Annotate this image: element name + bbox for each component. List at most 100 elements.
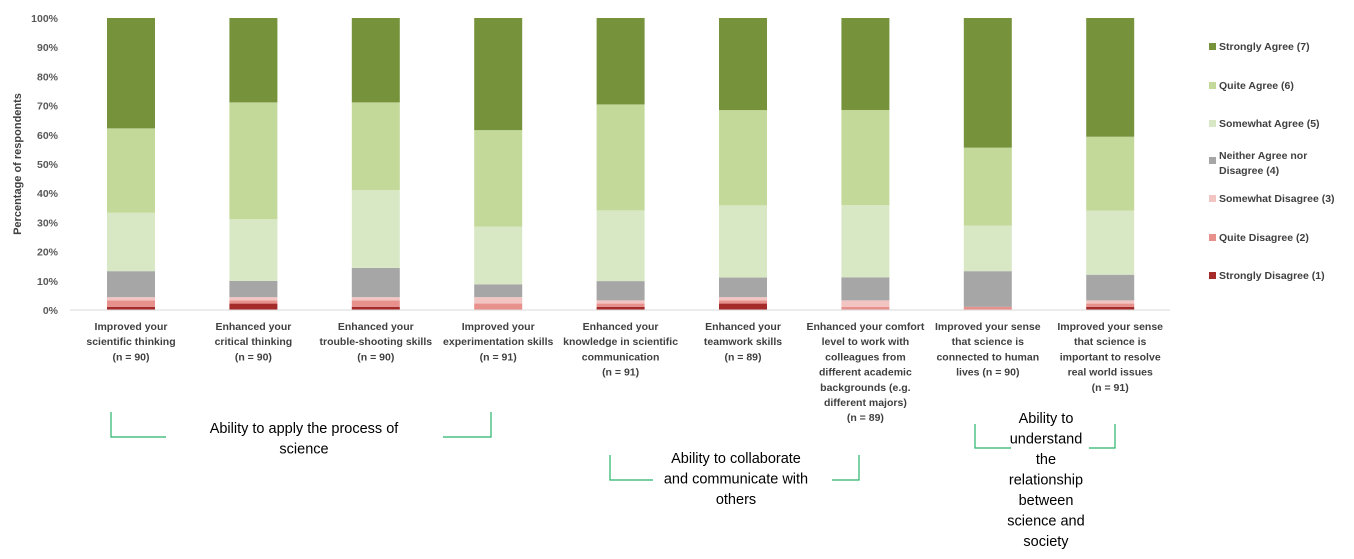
- bar-segment: [107, 212, 155, 272]
- y-tick-label: 60%: [37, 130, 59, 142]
- bar-segment: [1086, 300, 1135, 304]
- bar-segment: [351, 189, 400, 268]
- bar-segment: [963, 271, 1012, 307]
- bar-segment: [719, 110, 767, 206]
- bar-segment: [841, 300, 890, 307]
- bar-segment: [1086, 306, 1135, 310]
- legend-swatch: [1209, 82, 1216, 89]
- bar-segment: [841, 109, 890, 206]
- bar-segment: [474, 297, 523, 304]
- bar-segment: [719, 300, 767, 304]
- bar-segment: [1086, 18, 1135, 137]
- bar-segment: [474, 130, 523, 227]
- category-label: Improved your sense that science is import…: [1057, 321, 1163, 394]
- group-label: Ability to understand the relationship betwe…: [1007, 411, 1084, 550]
- category-label: Enhanced your critical thinking (n = 90): [215, 321, 293, 363]
- group-bracket-right: [1089, 424, 1116, 449]
- category-label: Enhanced your trouble-shooting skills (n =…: [320, 321, 433, 363]
- legend-swatch: [1209, 43, 1216, 50]
- bar-segment: [596, 300, 645, 304]
- bar-segment: [719, 277, 767, 298]
- bar-segment: [474, 284, 523, 298]
- legend: Strongly Agree (7) Quite Agree (6) Somewha…: [1209, 41, 1335, 282]
- legend-label: Somewhat Agree (5): [1219, 118, 1320, 130]
- bar-segment: [596, 210, 645, 282]
- bar-segment: [107, 306, 155, 310]
- bar-segment: [229, 297, 278, 301]
- category-label: Improved your sense that science is connec…: [935, 321, 1041, 379]
- legend-swatch: [1209, 157, 1216, 164]
- group-bracket-left: [609, 455, 653, 481]
- group-bracket-right: [443, 412, 492, 438]
- bar-segment: [596, 104, 645, 211]
- bar-segment: [107, 128, 155, 213]
- group-bracket-left: [110, 412, 166, 438]
- bar-segment: [841, 277, 890, 301]
- legend-swatch: [1209, 120, 1216, 127]
- bar-segment: [351, 300, 400, 307]
- legend-label: Strongly Disagree (1): [1219, 270, 1325, 282]
- bar-segment: [351, 267, 400, 298]
- group-bracket-left: [974, 424, 1011, 449]
- legend-label: Strongly Agree (7): [1219, 41, 1310, 53]
- legend-label: Somewhat Disagree (3): [1219, 193, 1335, 205]
- legend-swatch: [1209, 195, 1216, 202]
- bar-segment: [229, 102, 278, 220]
- bars: [107, 18, 1135, 310]
- bar-segment: [351, 297, 400, 301]
- bar-segment: [107, 18, 155, 129]
- bar-segment: [719, 18, 767, 111]
- bar-segment: [1086, 210, 1135, 275]
- bar-segment: [351, 102, 400, 190]
- legend-swatch: [1209, 272, 1216, 279]
- bar-segment: [596, 18, 645, 105]
- bar-segment: [841, 205, 890, 278]
- bar-segment: [107, 297, 155, 301]
- bar-segment: [963, 18, 1012, 148]
- y-tick-label: 50%: [37, 159, 59, 171]
- y-tick-label: 100%: [31, 13, 59, 25]
- y-tick-label: 90%: [37, 42, 59, 54]
- bar-segment: [351, 18, 400, 103]
- category-label: Improved your experimentation skills (n = …: [443, 321, 553, 363]
- bar-segment: [474, 226, 523, 285]
- bar-segment: [474, 18, 523, 131]
- bar-segment: [596, 306, 645, 310]
- y-tick-label: 80%: [37, 71, 59, 83]
- bar-segment: [596, 281, 645, 301]
- bar-segment: [229, 219, 278, 281]
- bar-segment: [841, 18, 890, 110]
- bar-segment: [229, 18, 278, 103]
- category-label: Enhanced your knowledge in scientific comm…: [563, 321, 678, 379]
- category-labels: Improved your scientific thinking (n = 90)…: [86, 321, 1163, 424]
- bar-segment: [351, 306, 400, 310]
- bar-segment: [107, 300, 155, 307]
- legend-label: Quite Disagree (2): [1219, 232, 1309, 244]
- group-annotations: Ability to apply the process of science Ab…: [110, 411, 1116, 550]
- bar-segment: [719, 297, 767, 301]
- y-tick-label: 20%: [37, 247, 59, 259]
- bar-segment: [719, 303, 767, 310]
- y-axis-label: Percentage of respondents: [12, 93, 24, 235]
- y-tick-label: 40%: [37, 188, 59, 200]
- bar-segment: [841, 306, 890, 310]
- group-label: Ability to collaborate and communicate wi…: [664, 451, 808, 508]
- bar-segment: [963, 225, 1012, 272]
- category-label: Improved your scientific thinking (n = 90): [86, 321, 175, 363]
- y-tick-label: 10%: [37, 276, 59, 288]
- bar-segment: [596, 303, 645, 307]
- legend-label: Quite Agree (6): [1219, 80, 1294, 92]
- category-label: Enhanced your comfort level to work with c…: [806, 321, 924, 424]
- y-tick-label: 70%: [37, 101, 59, 113]
- y-tick-label: 30%: [37, 217, 59, 229]
- bar-segment: [1086, 136, 1135, 211]
- group-bracket-right: [832, 455, 860, 481]
- legend-label: Neither Agree nor Disagree (4): [1219, 150, 1307, 177]
- bar-segment: [963, 147, 1012, 226]
- bar-segment: [229, 280, 278, 298]
- category-label: Enhanced your teamwork skills (n = 89): [704, 321, 782, 363]
- y-axis: 0% 10% 20% 30% 40% 50% 60% 70% 80% 90% 100%: [31, 13, 59, 317]
- y-tick-label: 0%: [43, 305, 59, 317]
- group-label: Ability to apply the process of science: [210, 421, 400, 458]
